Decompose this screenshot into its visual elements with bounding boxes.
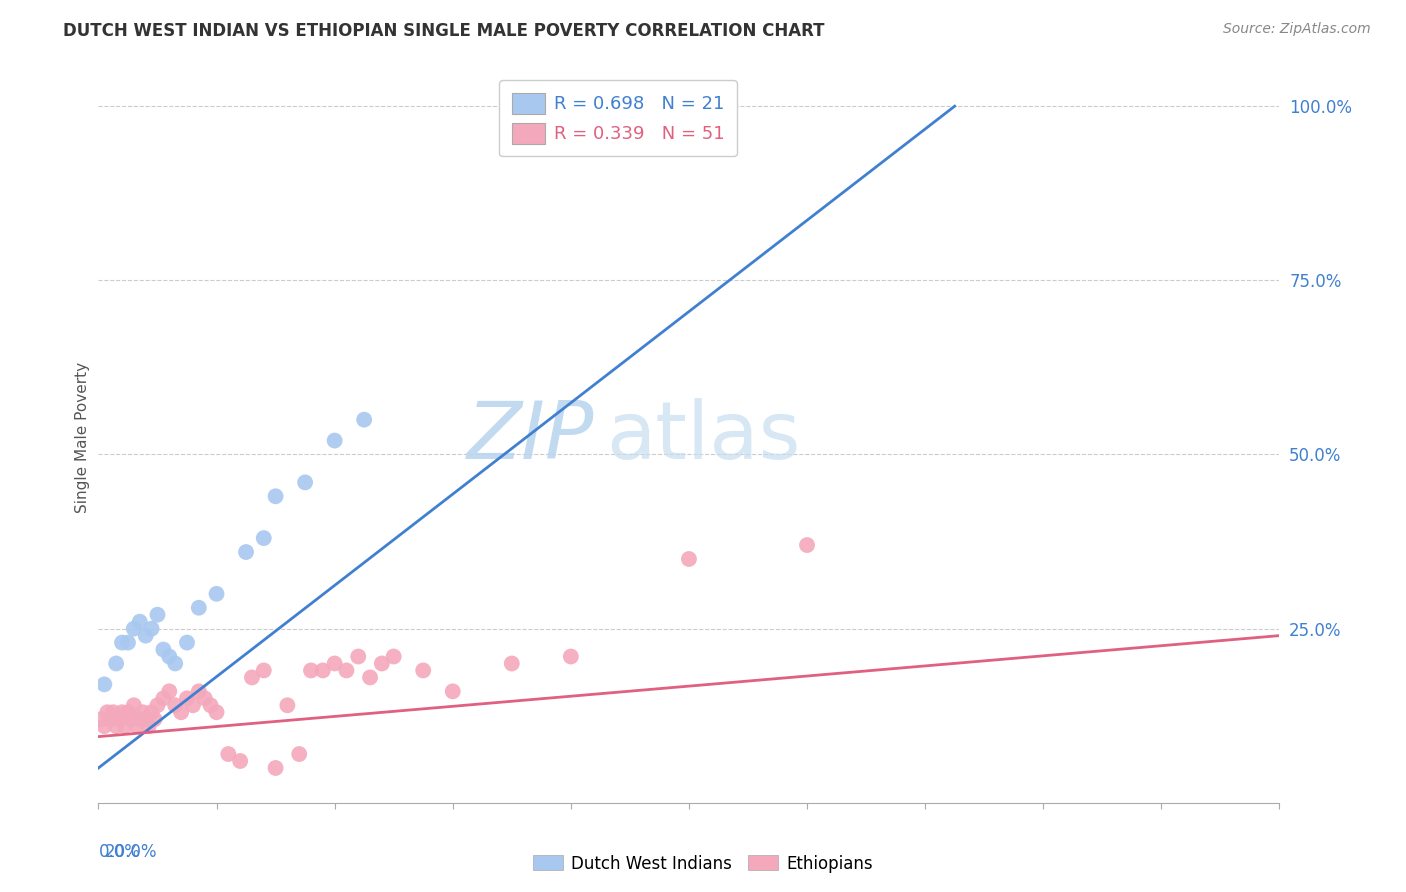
Point — [105, 719, 128, 733]
Point — [205, 587, 228, 601]
Point — [111, 635, 134, 649]
Point — [359, 670, 381, 684]
Text: ZIP: ZIP — [467, 398, 595, 476]
Point — [170, 705, 193, 719]
Point — [678, 552, 700, 566]
Text: atlas: atlas — [606, 398, 800, 476]
Point — [103, 705, 125, 719]
Point — [141, 622, 163, 636]
Point — [135, 712, 157, 726]
Point — [501, 657, 523, 671]
Point — [276, 698, 298, 713]
Point — [93, 719, 115, 733]
Point — [128, 712, 150, 726]
Point — [176, 635, 198, 649]
Point — [157, 684, 180, 698]
Point — [181, 698, 204, 713]
Point — [93, 677, 115, 691]
Point — [217, 747, 239, 761]
Point — [135, 629, 157, 643]
Point — [120, 712, 142, 726]
Point — [240, 670, 263, 684]
Point — [117, 635, 139, 649]
Point — [335, 664, 357, 678]
Y-axis label: Single Male Poverty: Single Male Poverty — [75, 361, 90, 513]
Point — [294, 475, 316, 490]
Point — [353, 412, 375, 426]
Point — [114, 719, 136, 733]
Point — [146, 607, 169, 622]
Point — [122, 698, 145, 713]
Point — [165, 657, 187, 671]
Point — [187, 600, 209, 615]
Point — [90, 712, 112, 726]
Point — [132, 705, 155, 719]
Point — [264, 489, 287, 503]
Point — [560, 649, 582, 664]
Point — [143, 712, 166, 726]
Point — [128, 615, 150, 629]
Point — [200, 698, 222, 713]
Point — [152, 642, 174, 657]
Point — [264, 761, 287, 775]
Text: Source: ZipAtlas.com: Source: ZipAtlas.com — [1223, 22, 1371, 37]
Text: 20.0%: 20.0% — [105, 843, 157, 861]
Text: DUTCH WEST INDIAN VS ETHIOPIAN SINGLE MALE POVERTY CORRELATION CHART: DUTCH WEST INDIAN VS ETHIOPIAN SINGLE MA… — [63, 22, 825, 40]
Point — [157, 649, 180, 664]
Point — [382, 649, 405, 664]
Point — [312, 664, 335, 678]
Point — [371, 657, 394, 671]
Point — [125, 719, 148, 733]
Point — [323, 657, 346, 671]
Point — [253, 531, 276, 545]
Point — [347, 649, 370, 664]
Point — [194, 691, 217, 706]
Point — [176, 691, 198, 706]
Point — [96, 705, 118, 719]
Point — [152, 691, 174, 706]
Point — [111, 705, 134, 719]
Point — [235, 545, 257, 559]
Point — [299, 664, 322, 678]
Legend: Dutch West Indians, Ethiopians: Dutch West Indians, Ethiopians — [526, 848, 880, 880]
Point — [253, 664, 276, 678]
Legend: R = 0.698   N = 21, R = 0.339   N = 51: R = 0.698 N = 21, R = 0.339 N = 51 — [499, 80, 737, 156]
Point — [187, 684, 209, 698]
Point — [323, 434, 346, 448]
Point — [117, 705, 139, 719]
Point — [108, 712, 131, 726]
Point — [165, 698, 187, 713]
Point — [141, 705, 163, 719]
Point — [146, 698, 169, 713]
Point — [205, 705, 228, 719]
Point — [412, 664, 434, 678]
Point — [122, 622, 145, 636]
Point — [288, 747, 311, 761]
Point — [441, 684, 464, 698]
Point — [138, 719, 160, 733]
Point — [105, 657, 128, 671]
Text: 0.0%: 0.0% — [98, 843, 141, 861]
Point — [229, 754, 252, 768]
Point — [796, 538, 818, 552]
Point — [98, 712, 121, 726]
